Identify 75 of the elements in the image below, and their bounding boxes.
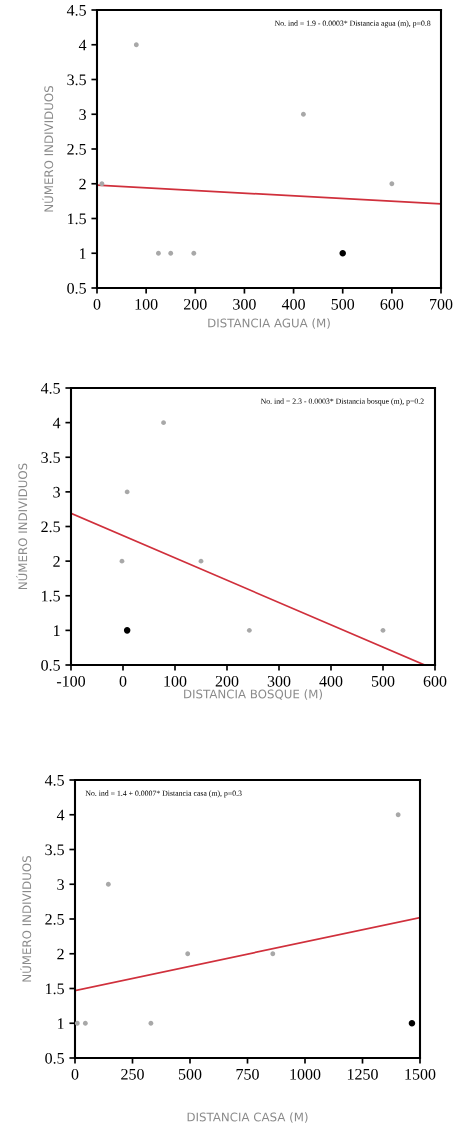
y-tick-label: 3.5: [45, 844, 64, 856]
point: [408, 1019, 416, 1027]
point: [270, 951, 276, 957]
x-tick-label: 300: [233, 298, 256, 310]
y-tick-label: 4.5: [40, 383, 60, 394]
y-tick-label: 2: [53, 556, 60, 567]
point: [168, 250, 174, 256]
y-tick-label: 1.5: [42, 590, 60, 602]
x-axis-title: DISTANCIA CASA (M): [187, 1112, 308, 1123]
x-tick-label: 400: [319, 675, 343, 687]
x-axis-title: DISTANCIA AGUA (M): [208, 318, 330, 329]
x-tick-label: 100: [164, 675, 187, 687]
y-tick-label: 2: [79, 178, 86, 190]
y-tick-label: 3.5: [41, 452, 60, 464]
point: [156, 250, 161, 256]
x-tick-label: 500: [331, 298, 355, 310]
y-tick-label: 2.5: [41, 521, 60, 533]
y-tick-label: 3: [79, 109, 86, 120]
x-tick-label: 600: [423, 675, 447, 687]
point: [395, 812, 401, 818]
point: [389, 181, 395, 187]
y-tick-label: 1.5: [68, 213, 86, 225]
x-tick-label: 400: [281, 298, 305, 310]
point: [191, 250, 197, 256]
x-tick-label: 0: [119, 675, 127, 687]
y-tick-label: 4.5: [44, 775, 64, 786]
x-tick-label: 0: [93, 298, 101, 310]
point: [185, 951, 191, 957]
x-tick-label: -100: [56, 675, 86, 687]
x-tick-label: 250: [121, 1068, 144, 1080]
y-tick-label: 1: [58, 1018, 64, 1029]
y-tick-label: 2.5: [45, 913, 64, 925]
x-tick-label: 200: [184, 298, 207, 310]
x-tick-label: 1000: [290, 1068, 321, 1080]
x-tick-label: 0: [71, 1068, 79, 1080]
x-tick-label: 500: [371, 675, 395, 687]
y-tick-label: 0.5: [67, 282, 86, 294]
y-tick-label: 2: [57, 948, 64, 960]
y-axis-title: NÚMERO INDIVIDUOS: [20, 856, 32, 982]
y-tick-label: 0.5: [41, 659, 60, 671]
x-tick-label: 1250: [347, 1068, 378, 1080]
x-tick-label: 100: [135, 298, 158, 310]
point: [82, 1020, 88, 1026]
x-tick-label: 700: [430, 298, 453, 310]
point: [339, 249, 346, 257]
point: [300, 111, 306, 117]
x-tick-label: 300: [267, 675, 291, 687]
point: [105, 881, 111, 887]
point: [75, 1020, 80, 1026]
x-tick-label: 600: [380, 298, 404, 310]
x-tick-label: 200: [215, 675, 239, 687]
x-tick-label: 750: [236, 1068, 259, 1080]
y-tick-label: 3: [53, 486, 60, 498]
x-axis-title: DISTANCIA BOSQUE (M): [184, 689, 322, 700]
point: [123, 627, 131, 634]
y-tick-label: 3.5: [67, 74, 86, 86]
point: [133, 42, 139, 48]
y-tick-label: 1.5: [46, 983, 64, 995]
point: [246, 627, 252, 633]
point: [148, 1020, 154, 1026]
y-tick-label: 4: [52, 417, 61, 429]
y-axis-title: NÚMERO INDIVIDUOS: [42, 86, 54, 212]
y-tick-label: 1: [54, 625, 60, 636]
x-tick-label: 500: [178, 1068, 202, 1080]
y-tick-label: 1: [80, 248, 86, 259]
point: [99, 181, 105, 187]
y-tick-label: 3: [57, 879, 64, 890]
y-tick-label: 0.5: [45, 1052, 64, 1064]
y-tick-label: 2.5: [67, 143, 86, 155]
point: [161, 420, 166, 426]
y-tick-label: 4.5: [66, 5, 86, 16]
y-tick-label: 4: [78, 39, 87, 51]
y-axis-title: NÚMERO INDIVIDUOS: [16, 463, 28, 590]
y-tick-label: 4: [56, 809, 65, 821]
x-tick-label: 1500: [405, 1068, 436, 1080]
